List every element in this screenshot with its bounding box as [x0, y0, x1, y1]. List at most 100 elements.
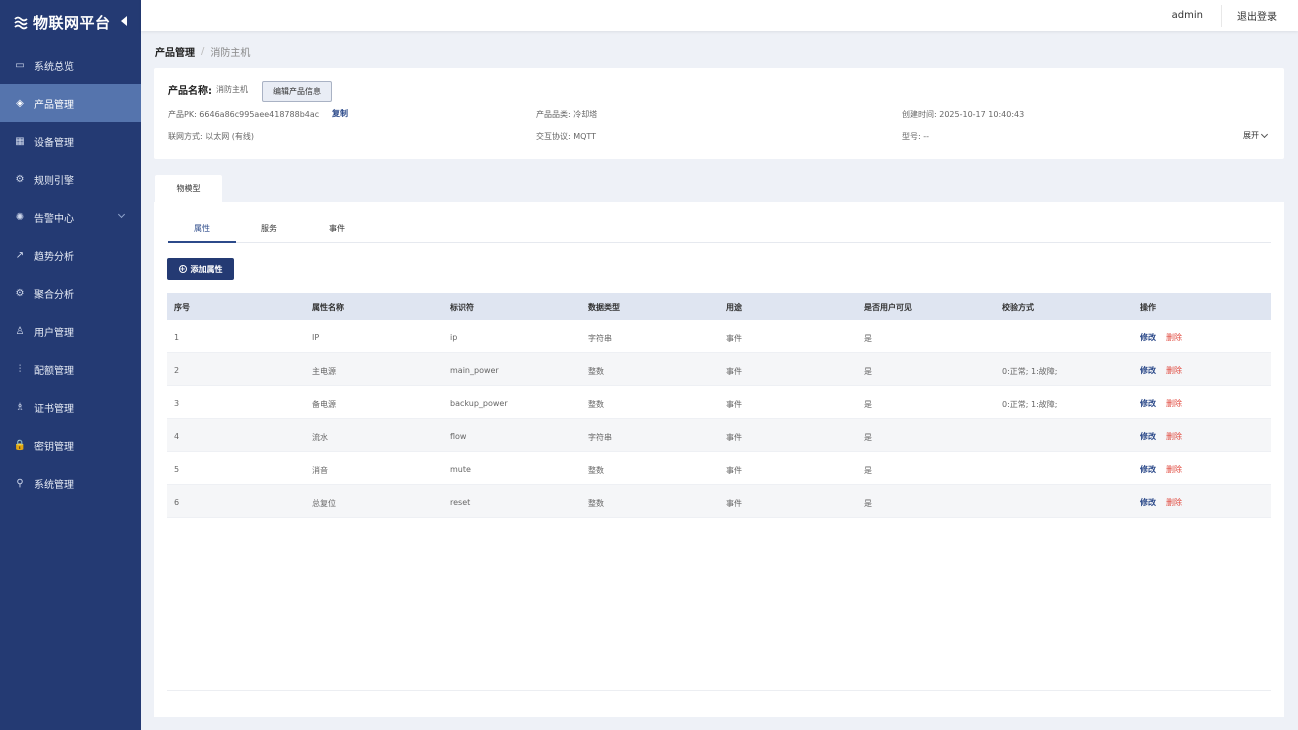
cell-visible: 是 [864, 400, 872, 409]
cell-visible: 是 [864, 433, 872, 442]
sidebar-item-label: 告警中心 [34, 213, 74, 225]
tab-thing-model[interactable]: 物模型 [155, 175, 222, 202]
cell-identifier: flow [450, 432, 467, 441]
edit-row-button[interactable]: 修改 [1140, 465, 1156, 474]
cell-name: IP [312, 333, 320, 342]
chevron-down-icon [1260, 130, 1269, 138]
cell-data-type: 整数 [588, 400, 604, 409]
trend-icon: ↗ [15, 249, 25, 261]
sidebar-item-8[interactable]: ⫶ 配额管理 [0, 350, 141, 388]
quota-icon: ⫶ [18, 363, 22, 375]
user-name[interactable]: admin [1171, 10, 1203, 21]
logout-button[interactable]: 退出登录 [1237, 12, 1277, 23]
delete-row-button[interactable]: 删除 [1166, 432, 1182, 441]
copy-pk-button[interactable]: 复制 [332, 109, 348, 118]
edit-row-button[interactable]: 修改 [1140, 432, 1156, 441]
table-row: 4 流水 flow 字符串 事件 是 修改 删除 [167, 419, 1271, 452]
add-property-label: 添加属性 [190, 264, 223, 274]
cell-name: 主电源 [312, 367, 336, 376]
dashboard-icon: ▭ [15, 59, 25, 71]
cell-name: 备电源 [312, 400, 336, 409]
thing-model-panel: 属性 服务 事件 + 添加属性 序号 属性名称 标识符 数据类型 用途 是否用户… [154, 202, 1284, 717]
alarm-icon: ✺ [15, 211, 25, 223]
expand-button[interactable]: 展开 [1243, 130, 1269, 141]
cell-identifier: reset [450, 498, 471, 507]
delete-row-button[interactable]: 删除 [1166, 366, 1182, 375]
subtab-events[interactable]: 事件 [329, 224, 345, 233]
sidebar-item-9[interactable]: ♗ 证书管理 [0, 388, 141, 426]
sidebar-item-3[interactable]: ⚙ 规则引擎 [0, 160, 141, 198]
cell-data-type: 字符串 [588, 334, 612, 343]
sidebar-item-label: 用户管理 [34, 327, 74, 339]
properties-table: 序号 属性名称 标识符 数据类型 用途 是否用户可见 校验方式 操作 1 IP ip… [167, 293, 1271, 518]
sidebar-item-11[interactable]: ⚲ 系统管理 [0, 464, 141, 502]
layers-icon: ◈ [16, 97, 24, 109]
edit-row-button[interactable]: 修改 [1140, 366, 1156, 375]
product-pk: 产品PK: 6646a86c995aee418788b4ac [168, 110, 320, 119]
delete-row-button[interactable]: 删除 [1166, 465, 1182, 474]
cell-data-type: 整数 [588, 466, 604, 475]
sidebar-item-label: 证书管理 [34, 403, 74, 415]
product-info-card: 产品名称: 消防主机 编辑产品信息 产品PK: 6646a86c995aee41… [154, 68, 1284, 159]
sidebar-item-label: 密钥管理 [34, 441, 74, 453]
delete-row-button[interactable]: 删除 [1166, 399, 1182, 408]
cell-no: 6 [174, 498, 180, 507]
sidebar-item-label: 聚合分析 [34, 289, 74, 301]
breadcrumb: 产品管理 / 消防主机 [155, 44, 250, 59]
aggregate-icon: ⚙ [15, 287, 25, 299]
col-visible: 是否用户可见 [864, 303, 912, 312]
cell-check: 0:正常; 1:故障; [1002, 367, 1058, 376]
cell-visible: 是 [864, 367, 872, 376]
sidebar-item-5[interactable]: ↗ 趋势分析 [0, 236, 141, 274]
cell-check: 0:正常; 1:故障; [1002, 400, 1058, 409]
cell-usage: 事件 [726, 334, 742, 343]
sidebar-item-7[interactable]: ♙ 用户管理 [0, 312, 141, 350]
subtab-services[interactable]: 服务 [261, 224, 277, 233]
col-actions: 操作 [1140, 303, 1156, 312]
sidebar-item-label: 系统总览 [34, 61, 74, 73]
delete-row-button[interactable]: 删除 [1166, 498, 1182, 507]
breadcrumb-current: 消防主机 [210, 48, 251, 59]
cell-data-type: 字符串 [588, 433, 612, 442]
add-property-button[interactable]: + 添加属性 [167, 258, 234, 280]
sidebar-item-label: 规则引擎 [34, 175, 74, 187]
table-row: 6 总复位 reset 整数 事件 是 修改 删除 [167, 485, 1271, 518]
sidebar-item-4[interactable]: ✺ 告警中心 [0, 198, 141, 236]
sidebar-item-label: 配额管理 [34, 365, 74, 377]
sidebar-item-1[interactable]: ◈ 产品管理 [0, 84, 141, 122]
cell-usage: 事件 [726, 466, 742, 475]
table-row: 1 IP ip 字符串 事件 是 修改 删除 [167, 320, 1271, 353]
model: 型号: -- [902, 132, 930, 141]
sidebar-item-10[interactable]: 🔒 密钥管理 [0, 426, 141, 464]
edit-product-button[interactable]: 编辑产品信息 [262, 81, 332, 102]
table-bottom-divider [167, 690, 1271, 691]
cell-no: 4 [174, 432, 180, 441]
edit-row-button[interactable]: 修改 [1140, 333, 1156, 342]
header-divider [1221, 4, 1222, 27]
cell-visible: 是 [864, 499, 872, 508]
table-header: 序号 属性名称 标识符 数据类型 用途 是否用户可见 校验方式 操作 [167, 293, 1271, 320]
collapse-sidebar-icon[interactable] [121, 16, 127, 26]
sidebar-item-0[interactable]: ▭ 系统总览 [0, 46, 141, 84]
cell-name: 消音 [312, 466, 328, 475]
system-icon: ⚲ [16, 477, 24, 489]
active-tab-indicator [168, 241, 236, 243]
cell-visible: 是 [864, 466, 872, 475]
edit-row-button[interactable]: 修改 [1140, 399, 1156, 408]
sidebar-item-6[interactable]: ⚙ 聚合分析 [0, 274, 141, 312]
expand-label: 展开 [1243, 131, 1259, 140]
subtab-properties[interactable]: 属性 [194, 224, 210, 233]
table-row: 3 备电源 backup_power 整数 事件 是 0:正常; 1:故障; 修改 删除 [167, 386, 1271, 419]
table-row: 5 消音 mute 整数 事件 是 修改 删除 [167, 452, 1271, 485]
cell-name: 流水 [312, 433, 328, 442]
col-data-type: 数据类型 [588, 303, 620, 312]
delete-row-button[interactable]: 删除 [1166, 333, 1182, 342]
brand-logo-icon [12, 13, 30, 31]
device-icon: ▦ [15, 135, 25, 147]
breadcrumb-product-management[interactable]: 产品管理 [155, 48, 195, 59]
sidebar-item-2[interactable]: ▦ 设备管理 [0, 122, 141, 160]
table-body: 1 IP ip 字符串 事件是修改 删除 2 主电源 main_power 整数 事件是 0:正常; … [167, 320, 1271, 518]
sidebar-menu: ▭ 系统总览 ◈ 产品管理 ▦ 设备管理 ⚙ 规则引擎 ✺ 告警中心 ↗ 趋势分析 ⚙ 聚合分析 ♙ 用户管理… [0, 46, 141, 502]
edit-row-button[interactable]: 修改 [1140, 498, 1156, 507]
sidebar-item-label: 设备管理 [34, 137, 74, 149]
